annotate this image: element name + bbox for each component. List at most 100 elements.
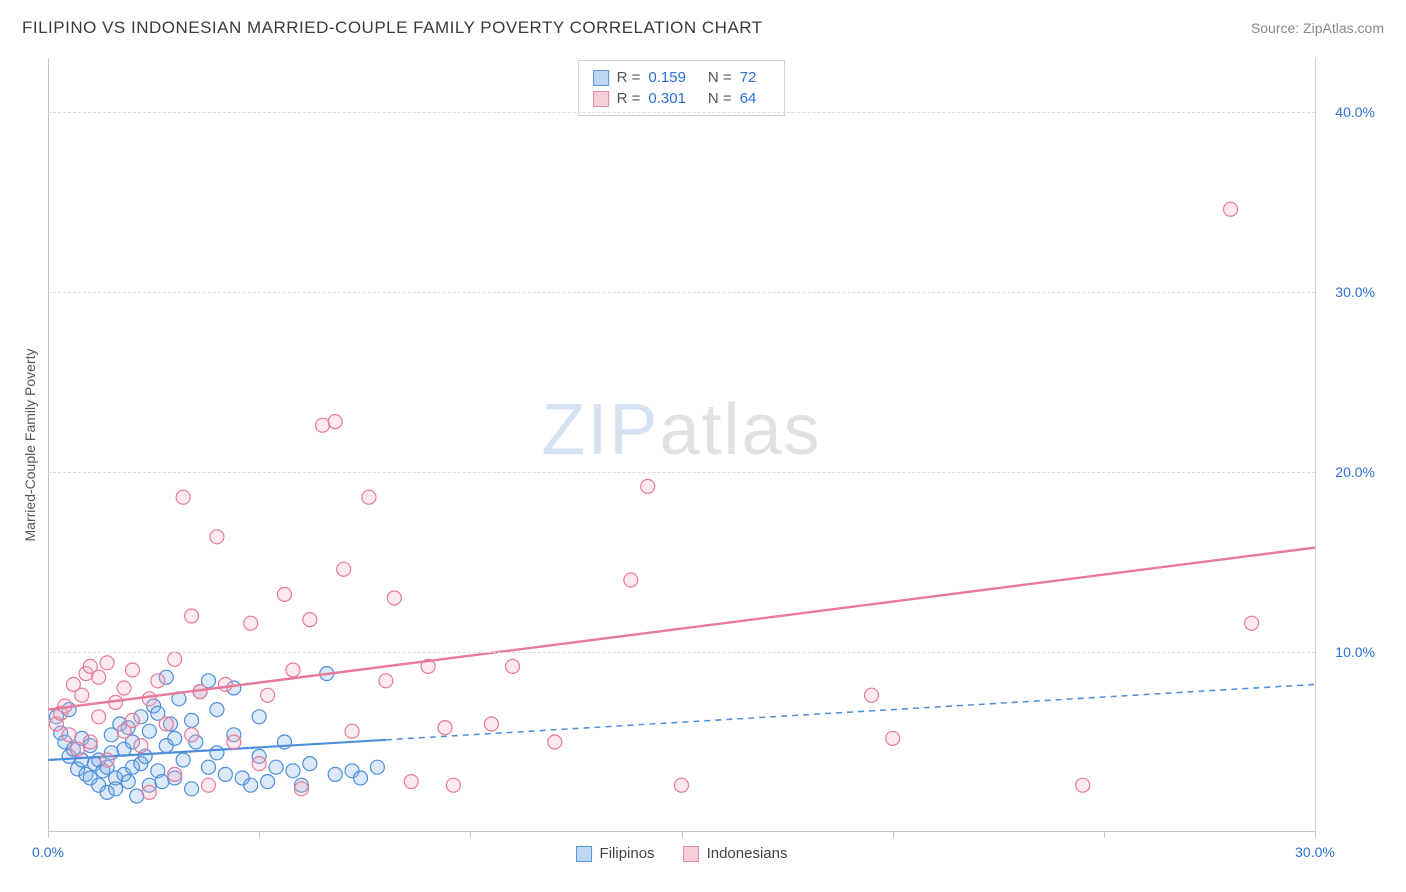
x-tick xyxy=(893,832,894,838)
scatter-point-indonesians xyxy=(125,663,139,677)
x-tick xyxy=(48,832,49,838)
legend-swatch-filipinos xyxy=(576,846,592,862)
scatter-point-indonesians xyxy=(142,785,156,799)
scatter-point-indonesians xyxy=(294,782,308,796)
scatter-point-filipinos xyxy=(269,760,283,774)
y-tick-label: 10.0% xyxy=(1335,644,1375,660)
r-label: R = xyxy=(617,90,641,107)
source-prefix: Source: xyxy=(1251,20,1303,36)
scatter-point-indonesians xyxy=(92,710,106,724)
scatter-point-indonesians xyxy=(168,652,182,666)
r-label: R = xyxy=(617,69,641,86)
scatter-point-indonesians xyxy=(345,724,359,738)
scatter-point-indonesians xyxy=(484,717,498,731)
legend-label-indonesians: Indonesians xyxy=(707,845,788,862)
source-attribution: Source: ZipAtlas.com xyxy=(1251,20,1384,36)
gridline-h xyxy=(48,472,1315,473)
legend-swatch-indonesians xyxy=(683,846,699,862)
scatter-point-filipinos xyxy=(185,713,199,727)
scatter-point-filipinos xyxy=(303,757,317,771)
scatter-point-indonesians xyxy=(362,490,376,504)
legend-label-filipinos: Filipinos xyxy=(600,845,655,862)
gridline-h xyxy=(48,652,1315,653)
scatter-point-indonesians xyxy=(168,767,182,781)
scatter-point-filipinos xyxy=(142,724,156,738)
scatter-point-indonesians xyxy=(125,713,139,727)
scatter-point-indonesians xyxy=(75,688,89,702)
scatter-point-indonesians xyxy=(100,656,114,670)
scatter-point-indonesians xyxy=(404,775,418,789)
scatter-point-indonesians xyxy=(303,613,317,627)
scatter-point-indonesians xyxy=(1224,202,1238,216)
scatter-point-indonesians xyxy=(886,731,900,745)
scatter-point-indonesians xyxy=(134,739,148,753)
n-label: N = xyxy=(708,90,732,107)
gridline-h xyxy=(48,112,1315,113)
scatter-point-indonesians xyxy=(641,479,655,493)
scatter-point-filipinos xyxy=(185,782,199,796)
legend-item-indonesians: Indonesians xyxy=(683,845,788,862)
scatter-point-filipinos xyxy=(130,789,144,803)
stats-row-filipinos: R =0.159N =72 xyxy=(593,67,771,88)
scatter-point-filipinos xyxy=(155,775,169,789)
scatter-point-indonesians xyxy=(151,674,165,688)
scatter-point-filipinos xyxy=(252,710,266,724)
scatter-point-indonesians xyxy=(244,616,258,630)
r-value-filipinos: 0.159 xyxy=(648,69,686,86)
scatter-point-indonesians xyxy=(176,490,190,504)
scatter-point-indonesians xyxy=(387,591,401,605)
y-tick-label: 40.0% xyxy=(1335,104,1375,120)
scatter-point-indonesians xyxy=(227,735,241,749)
scatter-point-indonesians xyxy=(92,670,106,684)
regression-line-indonesians xyxy=(48,548,1315,710)
scatter-point-indonesians xyxy=(185,728,199,742)
scatter-point-filipinos xyxy=(286,764,300,778)
y-tick-label: 30.0% xyxy=(1335,284,1375,300)
scatter-point-indonesians xyxy=(446,778,460,792)
scatter-point-filipinos xyxy=(370,760,384,774)
legend-swatch-indonesians xyxy=(593,91,609,107)
scatter-point-filipinos xyxy=(261,775,275,789)
scatter-point-indonesians xyxy=(261,688,275,702)
x-tick xyxy=(682,832,683,838)
scatter-point-indonesians xyxy=(252,757,266,771)
scatter-point-filipinos xyxy=(210,703,224,717)
scatter-point-indonesians xyxy=(210,530,224,544)
scatter-point-indonesians xyxy=(71,742,85,756)
scatter-point-indonesians xyxy=(328,415,342,429)
scatter-point-indonesians xyxy=(865,688,879,702)
y-tick-label: 20.0% xyxy=(1335,464,1375,480)
scatter-point-filipinos xyxy=(328,767,342,781)
n-value-filipinos: 72 xyxy=(740,69,757,86)
scatter-point-filipinos xyxy=(121,775,135,789)
plot-svg xyxy=(48,58,1315,832)
scatter-point-indonesians xyxy=(506,659,520,673)
scatter-point-indonesians xyxy=(624,573,638,587)
scatter-point-filipinos xyxy=(109,782,123,796)
scatter-point-filipinos xyxy=(244,778,258,792)
regression-line-dashed-filipinos xyxy=(386,684,1315,739)
x-tick xyxy=(259,832,260,838)
scatter-point-indonesians xyxy=(316,418,330,432)
scatter-point-indonesians xyxy=(379,674,393,688)
scatter-point-indonesians xyxy=(1076,778,1090,792)
source-link[interactable]: ZipAtlas.com xyxy=(1303,20,1384,36)
scatter-point-indonesians xyxy=(278,587,292,601)
scatter-point-indonesians xyxy=(548,735,562,749)
r-value-indonesians: 0.301 xyxy=(648,90,686,107)
scatter-point-indonesians xyxy=(185,609,199,623)
correlation-chart: Married-Couple Family Poverty ZIPatlas R… xyxy=(48,58,1316,832)
scatter-point-indonesians xyxy=(62,728,76,742)
legend-swatch-filipinos xyxy=(593,70,609,86)
scatter-point-filipinos xyxy=(201,760,215,774)
stats-row-indonesians: R =0.301N =64 xyxy=(593,88,771,109)
x-tick xyxy=(470,832,471,838)
scatter-point-filipinos xyxy=(210,746,224,760)
x-tick-label: 30.0% xyxy=(1295,844,1335,860)
scatter-point-indonesians xyxy=(675,778,689,792)
scatter-point-indonesians xyxy=(83,735,97,749)
bottom-legend: Filipinos Indonesians xyxy=(576,845,788,862)
scatter-point-filipinos xyxy=(218,767,232,781)
scatter-point-indonesians xyxy=(1245,616,1259,630)
scatter-point-indonesians xyxy=(438,721,452,735)
